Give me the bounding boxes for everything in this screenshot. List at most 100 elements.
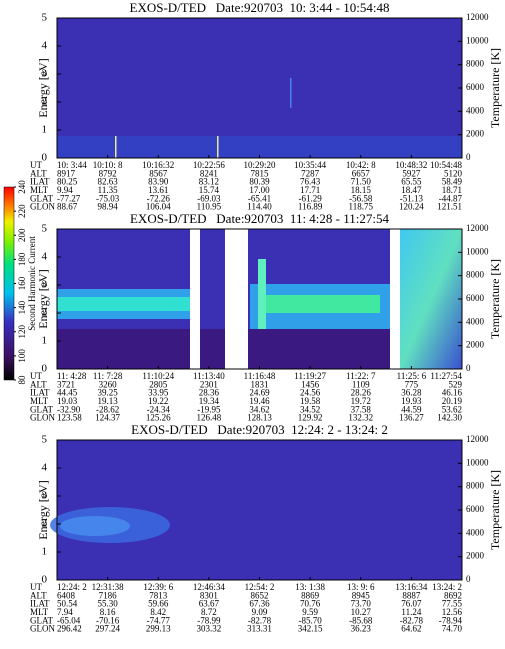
ephemeris-value: 8.72	[201, 607, 217, 617]
y2-tick-label: 2000	[466, 551, 485, 561]
ephemeris-value: 124.37	[95, 413, 120, 423]
ephemeris-row-label: MLT	[30, 396, 49, 406]
ephemeris-value: 9.94	[57, 185, 73, 195]
ephemeris-value: 82.63	[98, 177, 119, 187]
ephemeris-value: 1456	[301, 379, 320, 389]
ephemeris-row-label: UT	[30, 371, 42, 381]
ephemeris-value: 17.71	[300, 185, 320, 195]
ephemeris-value: 10:35:44	[294, 160, 327, 170]
ephemeris-value: 120.24	[399, 202, 424, 212]
ephemeris-value: 110.95	[197, 202, 222, 212]
ephemeris-value: 46.16	[442, 388, 463, 398]
y-tick-label: 0	[42, 152, 48, 164]
ephemeris-value: 8567	[149, 168, 168, 178]
ephemeris-value: -85.70	[299, 615, 323, 625]
y-tick-label: 4	[42, 40, 48, 52]
ephemeris-value: 44.59	[401, 404, 422, 414]
ephemeris-value: 10:10: 8	[93, 160, 123, 170]
ephemeris-value: 6408	[57, 590, 76, 600]
ephemeris-value: 8792	[99, 168, 117, 178]
ephemeris-value: -82.78	[400, 615, 424, 625]
ephemeris-value: 19.46	[249, 396, 270, 406]
ephemeris-row-label: MLT	[30, 185, 49, 195]
y2-tick-label: 2000	[466, 340, 485, 350]
spectrogram-blob	[60, 516, 130, 536]
ephemeris-row-label: GLON	[30, 624, 55, 634]
y-axis-label: Energy [eV]	[36, 269, 50, 328]
spectrogram-bg	[57, 18, 462, 158]
ephemeris-value: 11.35	[98, 185, 118, 195]
colorbar-tick-label: 160	[17, 276, 27, 290]
colorbar-label: Second Harmonic Current	[27, 236, 37, 331]
ephemeris-value: 7815	[251, 168, 270, 178]
y-tick-label: 5	[42, 12, 48, 24]
y2-tick-label: 4000	[466, 527, 485, 537]
ephemeris-value: 36.28	[401, 388, 422, 398]
panel-title: EXOS-D/TED Date:920703 12:24: 2 - 13:24:…	[131, 422, 388, 437]
ephemeris-value: 7813	[149, 590, 168, 600]
ephemeris-value: 64.62	[401, 624, 421, 634]
ephemeris-value: 10:16:32	[142, 160, 174, 170]
ephemeris-value: 59.66	[148, 599, 169, 609]
ephemeris-value: 12:24: 2	[57, 582, 87, 592]
ephemeris-row-label: ALT	[30, 379, 47, 389]
ephemeris-value: 24.69	[249, 388, 270, 398]
data-gap	[390, 229, 400, 369]
ephemeris-value: 9.09	[252, 607, 268, 617]
y-tick-label: 1	[42, 124, 48, 136]
ephemeris-value: 28.36	[199, 388, 220, 398]
ephemeris-value: -19.95	[197, 404, 221, 414]
y2-tick-label: 10000	[466, 246, 489, 256]
colorbar-tick-label: 80	[17, 375, 27, 385]
y2-tick-label: 6000	[466, 82, 485, 92]
ephemeris-value: 12:54: 2	[245, 582, 275, 592]
y-tick-label: 0	[42, 363, 48, 375]
y-tick-label: 3	[42, 68, 48, 80]
y-tick-label: 4	[42, 251, 48, 263]
ephemeris-value: -82.78	[248, 615, 272, 625]
ephemeris-value: 10:48:32	[395, 160, 427, 170]
ephemeris-value: 9.59	[302, 607, 318, 617]
ephemeris-value: 18.71	[442, 185, 462, 195]
ephemeris-value: 83.90	[148, 177, 169, 187]
ephemeris-value: 11:22: 7	[346, 371, 376, 381]
ephemeris-value: 11.24	[401, 607, 421, 617]
ephemeris-value: -72.26	[147, 193, 171, 203]
y2-axis-label: Temperature [K]	[488, 470, 502, 550]
ephemeris-value: 775	[405, 379, 419, 389]
panel-title: EXOS-D/TED Date:920703 10: 3:44 - 10:54:…	[130, 0, 390, 15]
ephemeris-value: 34.52	[300, 404, 320, 414]
ephemeris-value: 303.32	[197, 624, 222, 634]
ephemeris-value: 73.70	[351, 599, 372, 609]
ephemeris-value: 8241	[200, 168, 218, 178]
ephemeris-value: 121.51	[437, 202, 462, 212]
ephemeris-value: 7186	[99, 590, 118, 600]
ephemeris-value: 297.24	[95, 624, 120, 634]
ephemeris-row-label: GLAT	[30, 404, 53, 414]
y2-tick-label: 4000	[466, 105, 485, 115]
ephemeris-value: -44.87	[439, 193, 463, 203]
colorbar-tick-label: 180	[17, 252, 27, 266]
ephemeris-value: 77.55	[442, 599, 463, 609]
ephemeris-row-label: GLAT	[30, 615, 53, 625]
ephemeris-value: 5120	[444, 168, 463, 178]
ephemeris-row-label: ILAT	[30, 599, 50, 609]
ephemeris-value: 313.31	[247, 624, 272, 634]
ephemeris-value: 88.67	[57, 202, 78, 212]
y2-tick-label: 12000	[466, 223, 489, 233]
ephemeris-value: 11:27:54	[430, 371, 462, 381]
y2-tick-label: 6000	[466, 293, 485, 303]
ephemeris-value: 7287	[301, 168, 320, 178]
ephemeris-value: 142.30	[437, 413, 462, 423]
ephemeris-value: 67.36	[249, 599, 270, 609]
colorbar	[3, 186, 15, 381]
ephemeris-value: 34.62	[249, 404, 269, 414]
ephemeris-value: 12:39: 6	[143, 582, 173, 592]
ephemeris-value: 19.22	[148, 396, 168, 406]
ephemeris-value: 98.94	[98, 202, 119, 212]
ephemeris-value: 106.04	[146, 202, 171, 212]
ephemeris-value: 13: 9: 6	[347, 582, 375, 592]
ephemeris-value: 296.42	[57, 624, 82, 634]
ephemeris-value: 12:46:34	[193, 582, 226, 592]
ephemeris-value: 53.62	[442, 404, 462, 414]
